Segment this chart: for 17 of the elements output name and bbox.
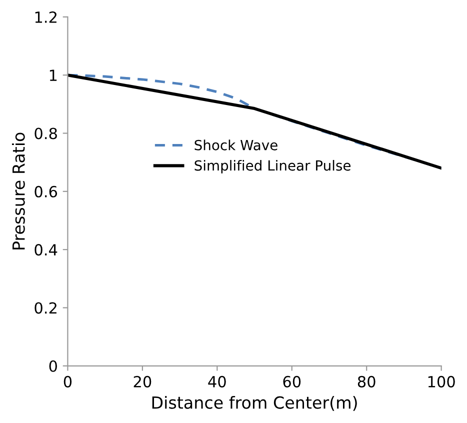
x-axis-title: Distance from Center(m) — [152, 396, 357, 411]
x-tick-label: 20 — [134, 376, 152, 388]
x-tick-label: 0 — [64, 376, 72, 388]
x-tick-label: 60 — [283, 376, 301, 388]
y-tick-label: 0.2 — [34, 302, 56, 314]
x-tick-label: 100 — [428, 376, 455, 388]
y-tick-label: 1 — [50, 70, 57, 81]
y-axis-title: Pressure Ratio — [12, 132, 25, 250]
legend-label: Shock Wave — [194, 140, 278, 150]
y-tick-label: 0.8 — [34, 128, 57, 140]
y-tick-label: 0.4 — [34, 244, 58, 256]
legend-label: Simplified Linear Pulse — [194, 160, 351, 174]
x-tick-label: 40 — [208, 376, 226, 388]
x-tick-label: 80 — [358, 376, 376, 388]
y-tick-label: 0.6 — [34, 186, 58, 198]
y-tick-label: 0 — [49, 360, 57, 372]
y-tick-label: 1.2 — [35, 11, 56, 23]
